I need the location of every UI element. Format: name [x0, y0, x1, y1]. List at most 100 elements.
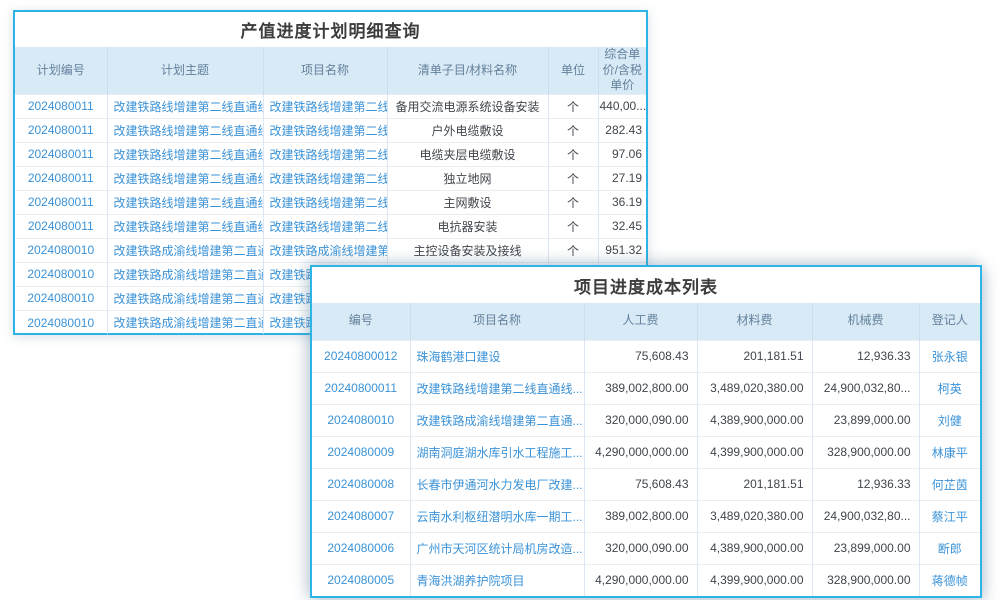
cost-id-link[interactable]: 20240800012 — [312, 339, 411, 372]
unit-cell: 个 — [548, 117, 599, 143]
column-header-machine-cost: 机械费 — [812, 303, 920, 340]
project-name-link[interactable]: 改建铁路线增建第二线直通线... — [410, 371, 585, 404]
project-name-link[interactable]: 改建铁路线增建第二线直通线 — [263, 117, 388, 143]
registrant-link[interactable]: 张永银 — [919, 339, 980, 372]
labor-cost-cell: 4,290,000,000.00 — [584, 563, 698, 596]
table-row: 2024080008 长春市伊通河水力发电厂改建... 75,608.43 20… — [312, 467, 980, 500]
labor-cost-cell: 389,002,800.00 — [584, 371, 698, 404]
plan-subject-link[interactable]: 改建铁路线增建第二线直通线 — [107, 165, 264, 191]
labor-cost-cell: 75,608.43 — [584, 339, 698, 372]
registrant-link[interactable]: 刘健 — [919, 403, 980, 436]
plan-id-link[interactable]: 2024080011 — [15, 213, 108, 239]
unit-price-cell: 440,00... — [598, 93, 646, 119]
project-name-link[interactable]: 湖南洞庭湖水库引水工程施工... — [410, 435, 585, 468]
machine-cost-cell: 24,900,032,80... — [812, 371, 920, 404]
project-name-link[interactable]: 广州市天河区统计局机房改造... — [410, 531, 585, 564]
labor-cost-cell: 4,290,000,000.00 — [584, 435, 698, 468]
unit-price-cell: 32.45 — [598, 213, 646, 239]
plan-id-link[interactable]: 2024080010 — [15, 261, 108, 287]
plan-subject-link[interactable]: 改建铁路线增建第二线直通线 — [107, 117, 264, 143]
unit-price-cell: 97.06 — [598, 141, 646, 167]
table-row: 2024080009 湖南洞庭湖水库引水工程施工... 4,290,000,00… — [312, 435, 980, 468]
cost-id-link[interactable]: 20240800011 — [312, 371, 411, 404]
project-name-link[interactable]: 改建铁路成渝线增建第二直通 — [263, 237, 388, 263]
material-cost-cell: 201,181.51 — [697, 467, 813, 500]
plan-detail-panel-title: 产值进度计划明细查询 — [240, 22, 421, 41]
machine-cost-cell: 23,899,000.00 — [812, 403, 920, 436]
machine-cost-cell: 24,900,032,80... — [812, 499, 920, 532]
plan-id-link[interactable]: 2024080010 — [15, 285, 108, 311]
plan-subject-link[interactable]: 改建铁路成渝线增建第二直通 — [107, 285, 264, 311]
project-name-link[interactable]: 云南水利枢纽潜明水库一期工... — [410, 499, 585, 532]
plan-subject-link[interactable]: 改建铁路线增建第二线直通线 — [107, 141, 264, 167]
registrant-link[interactable]: 蔡江平 — [919, 499, 980, 532]
cost-id-link[interactable]: 2024080008 — [312, 467, 411, 500]
plan-subject-link[interactable]: 改建铁路线增建第二线直通线 — [107, 93, 264, 119]
plan-subject-link[interactable]: 改建铁路线增建第二线直通线 — [107, 189, 264, 215]
plan-detail-table: 计划编号 计划主题 项目名称 清单子目/材料名称 单位 综合单价/含税单价 20… — [15, 47, 646, 335]
material-cost-cell: 3,489,020,380.00 — [697, 371, 813, 404]
project-name-link[interactable]: 青海洪湖养护院项目 — [410, 563, 585, 596]
material-cost-cell: 4,389,900,000.00 — [697, 403, 813, 436]
table-row: 2024080011 改建铁路线增建第二线直通线 改建铁路线增建第二线直通线 独… — [15, 165, 646, 191]
column-header-project-name: 项目名称 — [263, 47, 388, 95]
unit-price-cell: 951.32 — [598, 237, 646, 263]
material-name-cell: 独立地网 — [387, 165, 549, 191]
material-cost-cell: 201,181.51 — [697, 339, 813, 372]
table-row: 2024080011 改建铁路线增建第二线直通线 改建铁路线增建第二线直通线 电… — [15, 141, 646, 167]
registrant-link[interactable]: 蒋德帧 — [919, 563, 980, 596]
plan-id-link[interactable]: 2024080011 — [15, 189, 108, 215]
unit-cell: 个 — [548, 189, 599, 215]
material-cost-cell: 4,399,900,000.00 — [697, 435, 813, 468]
plan-subject-link[interactable]: 改建铁路成渝线增建第二直通 — [107, 309, 264, 335]
table-row: 20240800012 珠海鹤港口建设 75,608.43 201,181.51… — [312, 339, 980, 372]
cost-id-link[interactable]: 2024080006 — [312, 531, 411, 564]
cost-id-link[interactable]: 2024080010 — [312, 403, 411, 436]
project-cost-panel-title: 项目进度成本列表 — [574, 277, 718, 297]
unit-cell: 个 — [548, 93, 599, 119]
machine-cost-cell: 328,900,000.00 — [812, 563, 920, 596]
plan-id-link[interactable]: 2024080011 — [15, 141, 108, 167]
table-row: 2024080011 改建铁路线增建第二线直通线 改建铁路线增建第二线直通线 户… — [15, 117, 646, 143]
plan-subject-link[interactable]: 改建铁路成渝线增建第二直通 — [107, 237, 264, 263]
project-name-link[interactable]: 改建铁路线增建第二线直通线 — [263, 189, 388, 215]
plan-id-link[interactable]: 2024080011 — [15, 117, 108, 143]
table-row: 2024080005 青海洪湖养护院项目 4,290,000,000.00 4,… — [312, 563, 980, 596]
plan-subject-link[interactable]: 改建铁路成渝线增建第二直通 — [107, 261, 264, 287]
project-name-link[interactable]: 改建铁路线增建第二线直通线 — [263, 213, 388, 239]
cost-id-link[interactable]: 2024080009 — [312, 435, 411, 468]
project-name-link[interactable]: 珠海鹤港口建设 — [410, 339, 585, 372]
project-name-link[interactable]: 改建铁路线增建第二线直通线 — [263, 141, 388, 167]
project-cost-list-panel: 项目进度成本列表 编号 项目名称 人工费 材料费 机械费 登记人 2024080… — [310, 265, 982, 598]
material-name-cell: 主控设备安装及接线 — [387, 237, 549, 263]
unit-price-cell: 36.19 — [598, 189, 646, 215]
cost-id-link[interactable]: 2024080007 — [312, 499, 411, 532]
labor-cost-cell: 320,000,090.00 — [584, 531, 698, 564]
plan-subject-link[interactable]: 改建铁路线增建第二线直通线 — [107, 213, 264, 239]
table-row: 2024080006 广州市天河区统计局机房改造... 320,000,090.… — [312, 531, 980, 564]
plan-detail-query-panel: 产值进度计划明细查询 计划编号 计划主题 项目名称 清单子目/材料名称 单位 综… — [13, 10, 648, 335]
registrant-link[interactable]: 何芷茵 — [919, 467, 980, 500]
project-name-link[interactable]: 改建铁路成渝线增建第二直通... — [410, 403, 585, 436]
labor-cost-cell: 389,002,800.00 — [584, 499, 698, 532]
material-name-cell: 主网敷设 — [387, 189, 549, 215]
plan-id-link[interactable]: 2024080011 — [15, 165, 108, 191]
column-header-unit: 单位 — [548, 47, 599, 95]
plan-id-link[interactable]: 2024080011 — [15, 93, 108, 119]
project-name-link[interactable]: 改建铁路线增建第二线直通线 — [263, 165, 388, 191]
column-header-id: 编号 — [312, 303, 411, 340]
plan-id-link[interactable]: 2024080010 — [15, 237, 108, 263]
project-cost-table: 编号 项目名称 人工费 材料费 机械费 登记人 20240800012 珠海鹤港… — [312, 303, 980, 596]
plan-detail-header-row: 计划编号 计划主题 项目名称 清单子目/材料名称 单位 综合单价/含税单价 — [15, 47, 646, 95]
labor-cost-cell: 75,608.43 — [584, 467, 698, 500]
project-name-link[interactable]: 长春市伊通河水力发电厂改建... — [410, 467, 585, 500]
registrant-link[interactable]: 柯英 — [919, 371, 980, 404]
plan-id-link[interactable]: 2024080010 — [15, 309, 108, 335]
machine-cost-cell: 12,936.33 — [812, 339, 920, 372]
project-name-link[interactable]: 改建铁路线增建第二线直通线 — [263, 93, 388, 119]
registrant-link[interactable]: 林康平 — [919, 435, 980, 468]
machine-cost-cell: 23,899,000.00 — [812, 531, 920, 564]
cost-id-link[interactable]: 2024080005 — [312, 563, 411, 596]
registrant-link[interactable]: 断郎 — [919, 531, 980, 564]
material-name-cell: 户外电缆敷设 — [387, 117, 549, 143]
